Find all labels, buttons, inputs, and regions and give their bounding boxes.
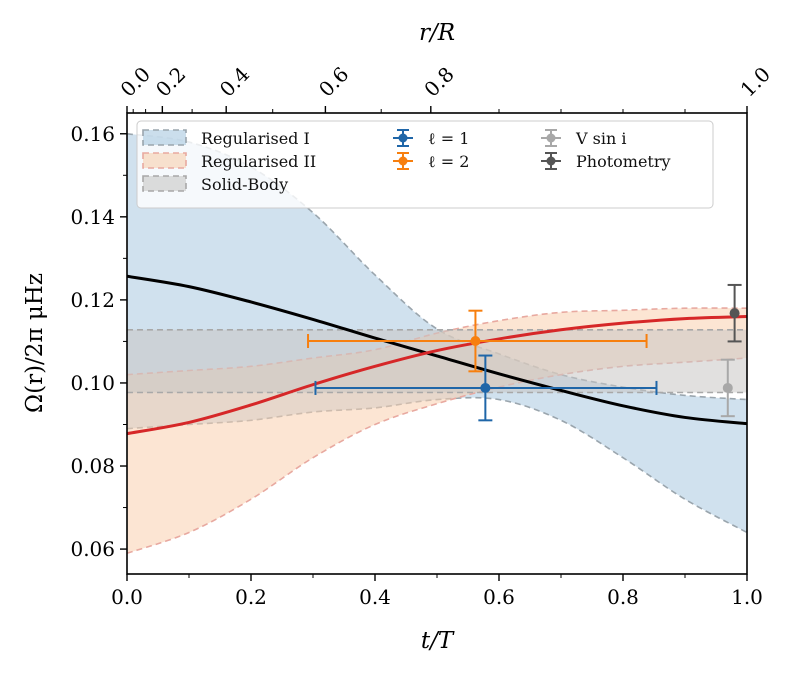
legend-swatch (142, 129, 187, 146)
x-tick-label: 0.8 (607, 585, 639, 609)
legend-item-v-sin-i: V sin i (541, 129, 626, 148)
data-point (729, 308, 740, 319)
x-tick-label: 0.0 (111, 585, 143, 609)
legend-marker (546, 133, 556, 143)
x-axis-label: t/T (421, 628, 455, 654)
legend-label: Photometry (576, 152, 671, 171)
legend-item-photometry: Photometry (541, 152, 671, 171)
legend-item-regularised-ii: Regularised II (142, 152, 316, 171)
top-tick-label: 0.8 (419, 62, 458, 101)
legend-label: Regularised II (201, 152, 316, 171)
1-errorbar (314, 354, 658, 422)
legend-swatch (142, 152, 187, 169)
series-line-2 (127, 315, 747, 436)
y-tick-label: 0.08 (70, 454, 115, 478)
2-errorbar (307, 309, 648, 373)
data-point (470, 336, 481, 347)
legend-item-solid-body: Solid-Body (142, 175, 288, 194)
errorbar-layer (307, 283, 742, 422)
data-point (722, 382, 733, 393)
x-tick-label: 0.4 (359, 585, 391, 609)
x-tick-label: 0.6 (483, 585, 515, 609)
y-tick-label: 0.16 (70, 122, 115, 146)
top-tick-label: 0.4 (215, 62, 254, 101)
solid-body-band (127, 329, 747, 393)
legend-item-regularised-i: Regularised I (142, 129, 310, 148)
top-axis-label: r/R (419, 20, 455, 46)
top-tick-label: 1.0 (736, 62, 775, 101)
legend-marker (398, 133, 408, 143)
y-tick-label: 0.06 (70, 537, 115, 561)
legend-marker (398, 156, 408, 166)
legend: Regularised I Regularised II Solid-Body ℓ =… (136, 120, 714, 209)
y-tick-label: 0.14 (70, 205, 115, 229)
legend-label: ℓ = 2 (428, 152, 469, 171)
legend-swatch (142, 175, 187, 192)
data-point (480, 382, 491, 393)
legend-item-1: ℓ = 1 (393, 129, 469, 148)
legend-item-2: ℓ = 2 (393, 152, 469, 171)
x-tick-label: 0.2 (235, 585, 267, 609)
v-sin-i-errorbar (720, 358, 735, 418)
legend-label: Regularised I (201, 129, 310, 148)
y-tick-label: 0.12 (70, 288, 115, 312)
legend-label: V sin i (575, 129, 626, 148)
curve-layer (127, 274, 747, 436)
legend-marker (546, 156, 556, 166)
band-layer (127, 132, 747, 554)
legend-label: ℓ = 1 (428, 129, 469, 148)
y-axis-label: Ω(r)/2π μHz (22, 273, 48, 413)
series-line-1 (127, 274, 747, 426)
x-tick-label: 1.0 (731, 585, 763, 609)
top-tick-label: 0.6 (314, 62, 353, 101)
y-tick-label: 0.10 (70, 371, 115, 395)
top-tick-label: 0.2 (151, 62, 190, 101)
legend-box (136, 120, 714, 209)
legend-label: Solid-Body (201, 175, 288, 194)
top-tick-label: 0.0 (116, 62, 155, 101)
photometry-errorbar (727, 283, 742, 343)
